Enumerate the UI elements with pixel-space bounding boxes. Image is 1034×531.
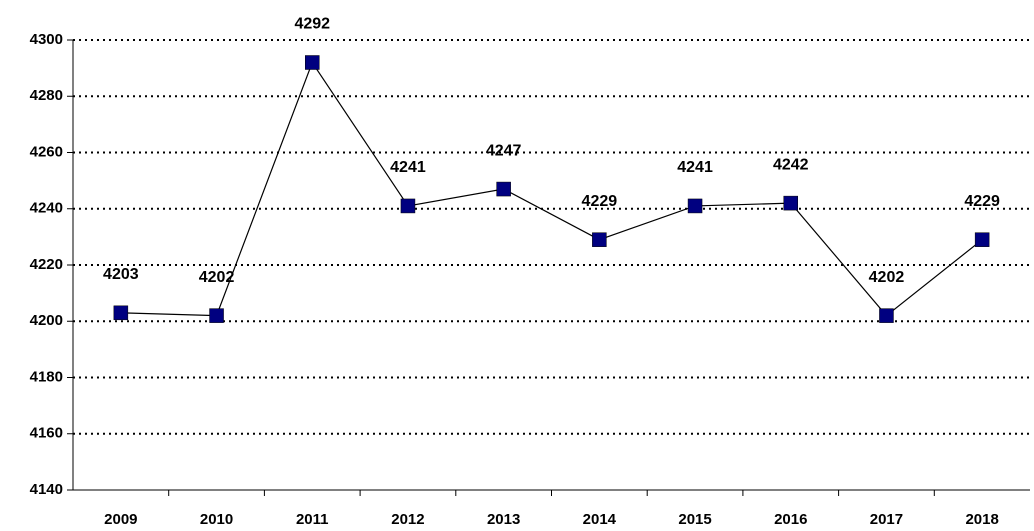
marker — [496, 181, 511, 197]
x-tick-label: 2016 — [774, 511, 807, 528]
marker — [113, 305, 129, 321]
marker — [209, 308, 224, 323]
data-label: 4241 — [677, 159, 713, 176]
y-tick-label: 4140 — [30, 481, 63, 498]
x-tick-label: 2011 — [296, 511, 329, 528]
x-tick-label: 2012 — [391, 511, 424, 528]
x-tick-label: 2015 — [678, 511, 711, 528]
data-label: 4241 — [390, 159, 426, 176]
y-tick-label: 4160 — [30, 425, 63, 442]
data-label: 4292 — [294, 16, 330, 33]
data-label: 4203 — [103, 266, 139, 283]
data-label: 4202 — [869, 269, 905, 286]
x-tick-label: 2009 — [104, 511, 137, 528]
data-label: 4247 — [486, 142, 522, 159]
data-label: 4229 — [582, 193, 618, 210]
marker — [974, 232, 990, 247]
marker — [400, 198, 416, 214]
marker — [783, 195, 798, 211]
data-label: 4242 — [773, 156, 809, 173]
x-tick-label: 2018 — [965, 511, 998, 528]
marker — [592, 232, 607, 247]
marker — [305, 55, 320, 70]
x-tick-label: 2017 — [870, 511, 903, 528]
x-tick-label: 2014 — [583, 511, 617, 528]
y-tick-label: 4280 — [30, 87, 63, 104]
line — [120, 61, 983, 317]
y-tick-label: 4300 — [30, 31, 63, 48]
marker — [879, 308, 894, 323]
data-label: 4229 — [964, 193, 1000, 210]
y-tick-label: 4240 — [30, 200, 63, 217]
y-tick-label: 4260 — [30, 143, 63, 160]
data-label: 4202 — [199, 269, 235, 286]
y-tick-label: 4220 — [30, 256, 63, 273]
marker — [687, 198, 703, 214]
y-tick-label: 4200 — [30, 312, 63, 329]
x-tick-label: 2013 — [487, 511, 520, 528]
y-tick-label: 4180 — [30, 368, 63, 385]
x-tick-label: 2010 — [200, 511, 233, 528]
